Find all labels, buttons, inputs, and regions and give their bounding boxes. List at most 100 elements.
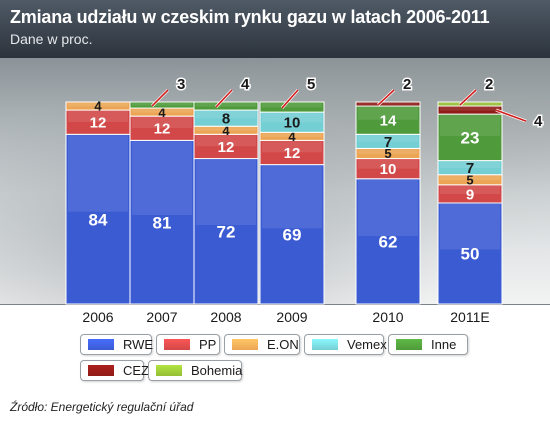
bar-highlight-2009-inne <box>262 103 322 108</box>
bar-highlight-2009-vemex <box>262 113 322 123</box>
bar-segment-2011e-bohemia <box>437 101 503 107</box>
bar-highlight-2010-e-on <box>358 149 418 155</box>
data-label-2010-e-on: 5 <box>384 146 391 161</box>
data-label-2008-vemex: 8 <box>222 111 230 128</box>
callout-label-2009-inne: 5 <box>307 76 315 93</box>
legend-swatch-cez <box>88 365 114 376</box>
bar-highlight-2006-rwe <box>68 135 128 212</box>
bar-segment-2011e-rwe <box>437 202 503 305</box>
callout-label-2008-inne: 4 <box>241 76 250 93</box>
bar-highlight-2011e-e-on <box>440 175 500 181</box>
legend-item-vemex: Vemex <box>304 334 387 355</box>
data-label-2009-pp: 12 <box>284 145 301 162</box>
callout-label-2011e-cez: 4 <box>534 113 543 130</box>
legend-swatch-pp <box>164 339 190 350</box>
bar-highlight-2011e-vemex <box>440 161 500 168</box>
data-label-2011e-rwe: 50 <box>461 245 480 264</box>
bar-highlight-2011e-cez <box>440 107 500 111</box>
bar-highlight-2008-e-on <box>196 127 256 131</box>
data-label-2010-inne: 14 <box>380 113 397 130</box>
bar-highlight-2011e-inne <box>440 115 500 137</box>
bar-highlight-2010-inne <box>358 107 418 120</box>
data-label-2008-pp: 12 <box>218 139 235 156</box>
data-label-2009-vemex: 10 <box>284 115 301 132</box>
bar-highlight-2011e-bohemia <box>440 103 500 105</box>
legend-item-rwe: RWE <box>80 334 154 355</box>
x-tick-label-2008: 2008 <box>210 309 241 325</box>
legend-swatch-vemex <box>312 339 338 350</box>
legend: RWE PP E.ON Vemex Inne CEZ Bohemia <box>80 334 480 382</box>
legend-swatch-bohemia <box>156 365 182 376</box>
data-label-2008-e-on: 4 <box>222 123 230 138</box>
data-label-2006-rwe: 84 <box>89 210 108 229</box>
chart-title: Zmiana udziału w czeskim rynku gazu w la… <box>10 7 490 27</box>
legend-item-cez: CEZ <box>80 360 149 381</box>
bar-highlight-2007-e-on <box>132 109 192 113</box>
bar-highlight-2008-inne <box>196 103 256 107</box>
legend-swatch-e-on <box>232 339 258 350</box>
x-tick-label-2010: 2010 <box>372 309 403 325</box>
data-label-2007-rwe: 81 <box>153 213 172 232</box>
legend-label-bohemia: Bohemia <box>191 363 243 378</box>
x-tick-label-2007: 2007 <box>146 309 177 325</box>
callout-label-2011e-bohemia: 2 <box>485 76 493 93</box>
legend-label-inne: Inne <box>431 337 457 352</box>
data-label-2009-rwe: 69 <box>283 225 302 244</box>
bar-segment-2009-rwe <box>259 164 325 305</box>
data-label-2008-rwe: 72 <box>217 222 236 241</box>
bar-segment-2008-pp <box>193 133 259 160</box>
legend-label-pp: PP <box>199 337 217 352</box>
bar-highlight-2007-rwe <box>132 141 192 216</box>
bar-highlight-2011e-pp <box>440 185 500 195</box>
data-label-2009-e-on: 4 <box>288 129 296 144</box>
bar-highlight-2009-rwe <box>262 165 322 229</box>
source-note: Źródło: Energetický regulační úřad <box>10 400 194 414</box>
data-label-2007-e-on: 4 <box>158 105 166 120</box>
callout-line-2009-inne <box>281 89 299 109</box>
legend-label-cez: CEZ <box>123 363 149 378</box>
bar-highlight-2007-pp <box>132 117 192 129</box>
bar-segment-2008-inne <box>193 101 259 111</box>
bar-segment-2008-rwe <box>193 158 259 305</box>
x-tick-label-2009: 2009 <box>276 309 307 325</box>
callout-line-2010-cez <box>377 89 395 106</box>
bar-segment-2011e-inne <box>437 113 503 162</box>
data-label-2011e-e-on: 5 <box>466 172 473 187</box>
data-label-2010-pp: 10 <box>380 161 397 178</box>
bar-highlight-2008-pp <box>196 135 256 147</box>
x-tick-label-2006: 2006 <box>82 309 113 325</box>
bar-highlight-2010-cez <box>358 103 418 105</box>
bar-segment-2009-inne <box>259 101 325 113</box>
legend-label-vemex: Vemex <box>347 337 387 352</box>
data-label-2007-pp: 12 <box>154 121 171 138</box>
x-tick-label-2011e: 2011E <box>450 309 489 325</box>
callout-label-2007-inne: 3 <box>177 76 185 93</box>
data-label-2011e-vemex: 7 <box>466 160 474 177</box>
bar-highlight-2010-vemex <box>358 135 418 142</box>
bar-highlight-2010-rwe <box>358 179 418 237</box>
legend-label-rwe: RWE <box>123 337 154 352</box>
callout-line-2007-inne <box>151 89 169 107</box>
legend-item-inne: Inne <box>388 334 468 355</box>
legend-swatch-rwe <box>88 339 114 350</box>
bar-highlight-2008-rwe <box>196 159 256 226</box>
chart-header: Zmiana udziału w czeskim rynku gazu w la… <box>0 0 550 58</box>
callout-line-2011e-bohemia <box>459 89 477 106</box>
bar-highlight-2009-e-on <box>262 133 322 137</box>
bar-highlight-2009-pp <box>262 141 322 153</box>
legend-swatch-inne <box>396 339 422 350</box>
legend-item-e-on: E.ON <box>224 334 300 355</box>
data-label-2006-pp: 12 <box>90 115 107 132</box>
bar-segment-2010-cez <box>355 101 421 107</box>
callout-line-2008-inne <box>215 89 233 108</box>
data-label-2010-rwe: 62 <box>379 233 398 252</box>
legend-item-pp: PP <box>156 334 220 355</box>
chart-subtitle: Dane w proc. <box>10 31 93 47</box>
bar-segment-2010-inne <box>355 105 421 135</box>
bar-highlight-2011e-rwe <box>440 204 500 250</box>
bar-highlight-2010-pp <box>358 159 418 169</box>
callout-line-2011e-cez <box>495 109 527 122</box>
callout-label-2010-cez: 2 <box>403 76 411 93</box>
legend-label-e-on: E.ON <box>267 337 299 352</box>
